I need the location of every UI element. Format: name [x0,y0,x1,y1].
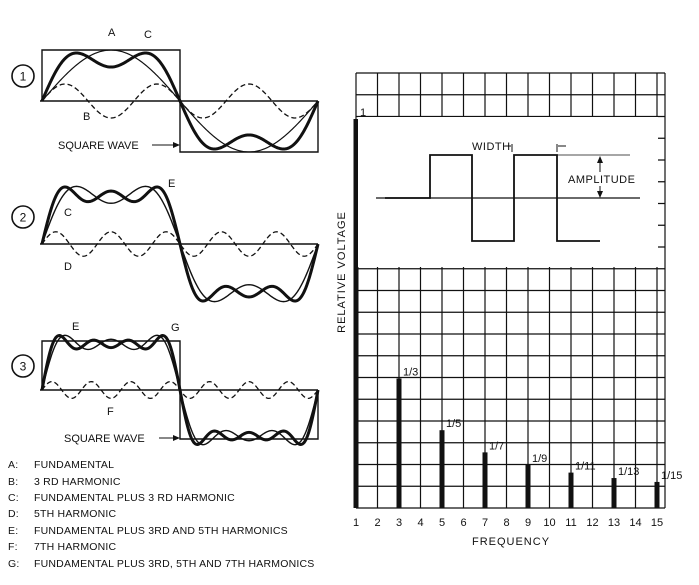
x-tick-label: 14 [629,517,641,529]
panel-2-label-e: E [168,178,175,190]
panel-3-number: 3 [20,360,27,374]
inset-amplitude-arrow-down [597,191,603,198]
panel-1-number-circle [11,64,35,88]
bar-label-harmonic-15: 1/15 [661,470,682,482]
panel-3: 3 E G F SQUARE WAVE [11,321,320,446]
x-tick-label: 2 [374,517,380,529]
bar-harmonic-1 [353,119,359,508]
legend-text: 7TH HARMONIC [34,541,117,554]
spectrum-chart: 11/31/51/71/91/11 1/13 1/15 1 2 3 4 5 6 7 8 9 10 11 1… [336,72,682,548]
legend-text: 3 RD HARMONIC [34,475,121,488]
bar-harmonic-15 [654,481,660,508]
bar-harmonic-13 [611,478,617,508]
panel-1-label-c: C [144,29,152,41]
panel-1-sum-curve [40,51,320,151]
panel-1-square-wave-label: SQUARE WAVE [58,140,139,152]
x-tick-label: 11 [565,517,576,529]
bar-harmonic-3 [396,378,402,508]
panel-2-label-d: D [64,261,72,273]
legend-text: 5TH HARMONIC [34,508,117,521]
x-tick-label: 8 [503,517,509,529]
x-tick-label: 13 [608,517,620,529]
inset-width-label: WIDTH [472,141,511,153]
legend-key: G: [8,557,20,570]
panel-2-number: 2 [20,211,27,225]
inset-amplitude-label: AMPLITUDE [568,174,635,186]
bar-label-harmonic-1: 1 [360,107,366,119]
bar-label-harmonic-13: 1/13 [618,466,639,478]
legend-text: FUNDAMENTAL PLUS 3RD, 5TH AND 7TH HARMON… [34,557,315,570]
legend-key: E: [8,524,19,537]
legend-key: F: [8,541,18,554]
panel-3-label-f: F [107,406,114,418]
inset-pulse-wave [385,154,600,242]
panel-2: 2 E C D [11,178,320,303]
chart-bar-labels: 1 1/3 1/5 1/7 1/9 1/11 1/13 1/15 [360,107,682,482]
x-tick-label: 15 [651,517,663,529]
bar-harmonic-9 [525,464,531,508]
panel-1-label-a: A [108,27,116,39]
x-tick-label: 10 [543,517,555,529]
x-tick-label: 4 [417,517,423,529]
legend-key: B: [8,475,19,488]
panel-3-square-wave-label: SQUARE WAVE [64,433,145,445]
legend-row-d: D: 5TH HARMONIC [8,506,348,522]
legend-row-f: F: 7TH HARMONIC [8,539,348,555]
legend-row-e: E: FUNDAMENTAL PLUS 3RD AND 5TH HARMONICS [8,523,348,539]
bar-harmonic-11 [568,472,574,508]
legend-row-b: B: 3 RD HARMONIC [8,473,348,489]
bar-harmonic-5 [439,430,445,508]
x-tick-label: 7 [482,517,488,529]
bar-label-harmonic-7: 1/7 [489,440,504,452]
chart-y-label: RELATIVE VOLTAGE [336,211,348,333]
panel-2-number-circle [11,205,35,229]
legend-row-g: G: FUNDAMENTAL PLUS 3RD, 5TH AND 7TH HARM… [8,555,348,571]
legend-text: FUNDAMENTAL PLUS 3 RD HARMONIC [34,491,235,504]
panel-1: 1 A C B SQUARE WAVE [11,27,320,153]
bar-label-harmonic-5: 1/5 [446,418,461,430]
legend-key: D: [8,508,19,521]
legend: A: FUNDAMENTAL B: 3 RD HARMONIC C: FUNDAMEN… [8,457,348,572]
x-tick-label: 6 [460,517,466,529]
x-tick-label: 1 [353,517,359,529]
legend-row-c: C: FUNDAMENTAL PLUS 3 RD HARMONIC [8,490,348,506]
legend-row-a: A: FUNDAMENTAL [8,457,348,473]
panel-3-number-circle [11,354,35,378]
legend-key: A: [8,459,19,472]
bar-harmonic-7 [482,452,488,508]
panel-3-arrow-head [173,435,180,441]
panel-3-label-e: E [72,321,79,333]
bar-label-harmonic-9: 1/9 [532,453,547,465]
panel-2-sum-curve [40,185,320,303]
inset-amplitude-label-bg [566,172,636,186]
panel-1-number: 1 [20,70,27,84]
x-tick-label: 12 [586,517,598,529]
x-tick-label: 9 [525,517,531,529]
chart-x-label: FREQUENCY [472,536,550,548]
panel-3-label-g: G [171,322,180,334]
x-tick-label: 3 [396,517,402,529]
inset-background [358,117,658,267]
x-tick-label: 5 [439,517,445,529]
legend-key: C: [8,491,19,504]
bar-label-harmonic-11: 1/11 [575,461,596,473]
inset-amplitude-arrow-up [597,156,603,163]
pulse-inset: WIDTH AMPLITUDE [358,117,658,267]
panel-3-sum-curve [40,334,320,446]
chart-bars [353,119,660,508]
bar-label-harmonic-3: 1/3 [403,366,418,378]
legend-text: FUNDAMENTAL [34,459,115,472]
panel-1-arrow-head [173,142,180,148]
panel-2-label-c: C [64,207,72,219]
legend-text: FUNDAMENTAL PLUS 3RD AND 5TH HARMONICS [34,524,288,537]
chart-x-ticks: 1 2 3 4 5 6 7 8 9 10 11 12 13 14 15 [353,517,663,529]
panel-1-label-b: B [83,111,90,123]
